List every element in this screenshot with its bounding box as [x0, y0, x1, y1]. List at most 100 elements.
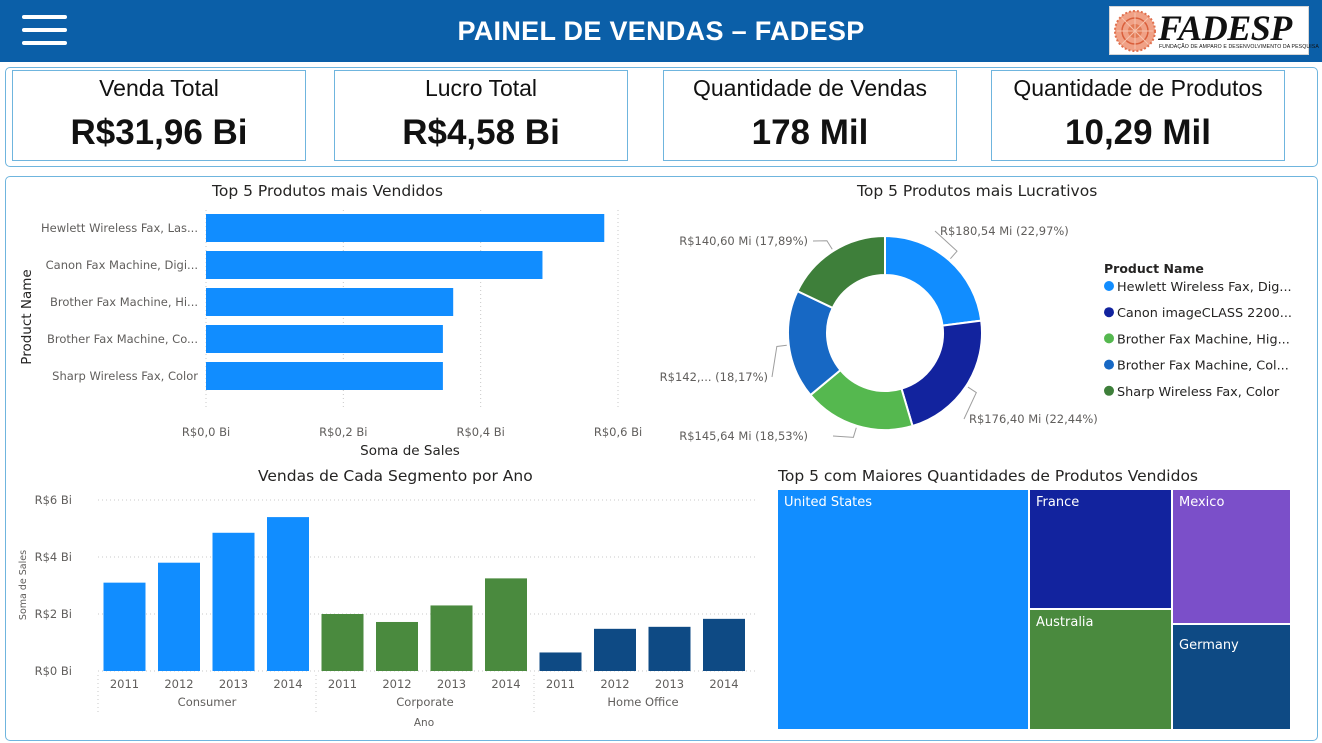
column-bar[interactable] — [703, 618, 745, 671]
x-axis-title: Ano — [414, 717, 434, 729]
group-label: Home Office — [607, 695, 678, 709]
treemap-label: United States — [784, 495, 873, 510]
y-tick-label: Sharp Wireless Fax, Color — [52, 369, 198, 383]
legend-item[interactable]: Sharp Wireless Fax, Color — [1117, 385, 1280, 400]
x-tick-label: 2014 — [273, 677, 302, 691]
x-axis-title: Soma de Sales — [360, 443, 460, 459]
leader-line — [934, 230, 958, 260]
legend-title: Product Name — [1104, 261, 1204, 276]
leader-line — [832, 427, 857, 438]
y-axis-title: Soma de Sales — [18, 550, 29, 620]
y-axis-title: Product Name — [19, 269, 35, 364]
column-bar[interactable] — [376, 621, 418, 671]
column-bar[interactable] — [158, 562, 200, 671]
header-bar: PAINEL DE VENDAS – FADESP FADESP FUNDAÇÃ… — [0, 0, 1322, 62]
x-tick-label: 2011 — [110, 677, 139, 691]
leader-line — [812, 240, 833, 250]
treemap-label: Australia — [1036, 615, 1094, 630]
logo-subtitle: FUNDAÇÃO DE AMPARO E DESENVOLVIMENTO DA … — [1159, 44, 1319, 50]
group-label: Corporate — [396, 695, 454, 709]
x-tick-label: 2014 — [709, 677, 738, 691]
x-tick-label: 2011 — [328, 677, 357, 691]
kpi-label: Lucro Total — [424, 75, 538, 101]
legend-marker — [1104, 307, 1114, 318]
chart-title-top-lucrativos: Top 5 Produtos mais Lucrativos — [857, 182, 1098, 200]
kpi-card-quantidade-produtos: Quantidade de Produtos 10,29 Mil — [991, 70, 1285, 161]
chart-title-segmento-ano: Vendas de Cada Segmento por Ano — [258, 467, 533, 485]
bar[interactable] — [206, 251, 543, 279]
x-tick-label: 2013 — [655, 677, 684, 691]
legend-marker — [1104, 281, 1114, 291]
kpi-value: R$31,96 Bi — [70, 113, 248, 152]
treemap-cell-australia[interactable]: Australia — [1030, 610, 1171, 729]
column-bar[interactable] — [212, 532, 255, 671]
chart-title-treemap: Top 5 com Maiores Quantidades de Produto… — [778, 467, 1198, 485]
column-bar[interactable] — [485, 578, 527, 671]
fadesp-logo: FADESP FUNDAÇÃO DE AMPARO E DESENVOLVIME… — [1109, 6, 1319, 55]
slice-data-label: R$145,64 Mi (18,53%) — [679, 429, 808, 443]
group-label: Consumer — [178, 695, 237, 709]
page-title: PAINEL DE VENDAS – FADESP — [457, 16, 865, 46]
x-tick-label: R$0,4 Bi — [456, 425, 504, 439]
leader-line — [771, 344, 787, 378]
treemap-cell-united-states[interactable]: United States — [778, 490, 1028, 729]
logo-wordmark: FADESP — [1158, 8, 1292, 48]
chart-title-top-vendidos: Top 5 Produtos mais Vendidos — [212, 182, 443, 200]
x-tick-label: 2012 — [382, 677, 411, 691]
column-bar[interactable] — [321, 614, 364, 671]
y-tick-label: Hewlett Wireless Fax, Las... — [41, 221, 198, 235]
column-bar[interactable] — [103, 582, 146, 671]
leader-line — [963, 386, 977, 420]
treemap-label: Germany — [1179, 638, 1239, 653]
treemap-label: Mexico — [1179, 495, 1225, 510]
y-tick-label: R$6 Bi — [35, 493, 72, 507]
slice-data-label: R$176,40 Mi (22,44%) — [969, 412, 1098, 426]
legend-item[interactable]: Canon imageCLASS 2200... — [1117, 306, 1292, 321]
x-tick-label: 2012 — [600, 677, 629, 691]
bar[interactable] — [206, 288, 454, 316]
legend-marker — [1104, 359, 1114, 370]
legend-item[interactable]: Brother Fax Machine, Hig... — [1117, 332, 1290, 347]
menu-icon[interactable] — [22, 15, 68, 47]
x-tick-label: 2014 — [491, 677, 520, 691]
column-bar[interactable] — [594, 628, 636, 671]
treemap-cell-france[interactable]: France — [1030, 490, 1171, 608]
legend-marker — [1104, 385, 1114, 396]
donut-slice[interactable] — [884, 234, 983, 327]
kpi-label: Venda Total — [99, 75, 219, 101]
bar[interactable] — [206, 362, 443, 390]
segment-year-column-chart[interactable]: R$0 Bi R$2 Bi R$4 Bi R$6 Bi 2011 2012 2013 2014… — [10, 485, 770, 737]
column-bar[interactable] — [539, 652, 582, 671]
x-tick-label: R$0,0 Bi — [182, 425, 230, 439]
top-profit-donut-chart[interactable]: R$180,54 Mi (22,97%) R$176,40 Mi (22,44%)… — [660, 200, 1310, 460]
kpi-value: 178 Mil — [751, 113, 869, 152]
seal-icon — [1114, 10, 1156, 52]
y-tick-label: Brother Fax Machine, Co... — [47, 332, 198, 346]
column-bar[interactable] — [267, 517, 309, 671]
kpi-label: Quantidade de Produtos — [1013, 75, 1263, 101]
country-treemap[interactable]: United States France Mexico Australia Ge… — [778, 490, 1290, 729]
x-tick-label: R$0,6 Bi — [594, 425, 642, 439]
donut-slice[interactable] — [900, 319, 983, 428]
kpi-card-lucro-total: Lucro Total R$4,58 Bi — [334, 70, 628, 161]
slice-data-label: R$142,... (18,17%) — [660, 370, 768, 384]
x-tick-label: R$0,2 Bi — [319, 425, 367, 439]
slice-data-label: R$180,54 Mi (22,97%) — [940, 224, 1069, 238]
legend-item[interactable]: Hewlett Wireless Fax, Dig... — [1117, 280, 1292, 295]
x-tick-label: 2013 — [437, 677, 466, 691]
kpi-card-venda-total: Venda Total R$31,96 Bi — [12, 70, 306, 161]
treemap-cell-germany[interactable]: Germany — [1173, 625, 1290, 729]
kpi-value: R$4,58 Bi — [402, 113, 560, 152]
treemap-label: France — [1036, 495, 1080, 510]
x-tick-label: 2012 — [164, 677, 193, 691]
bar[interactable] — [206, 325, 443, 353]
bar[interactable] — [206, 214, 605, 242]
column-bar[interactable] — [430, 605, 473, 671]
legend-item[interactable]: Brother Fax Machine, Col... — [1117, 359, 1289, 374]
treemap-cell-mexico[interactable]: Mexico — [1173, 490, 1290, 623]
kpi-value: 10,29 Mil — [1065, 113, 1211, 152]
donut-slice[interactable] — [796, 234, 886, 310]
column-bar[interactable] — [648, 626, 691, 671]
top-products-bar-chart[interactable]: R$0,0 Bi R$0,2 Bi R$0,4 Bi R$0,6 Bi Hewlett … — [10, 200, 660, 465]
legend-marker — [1104, 333, 1114, 344]
